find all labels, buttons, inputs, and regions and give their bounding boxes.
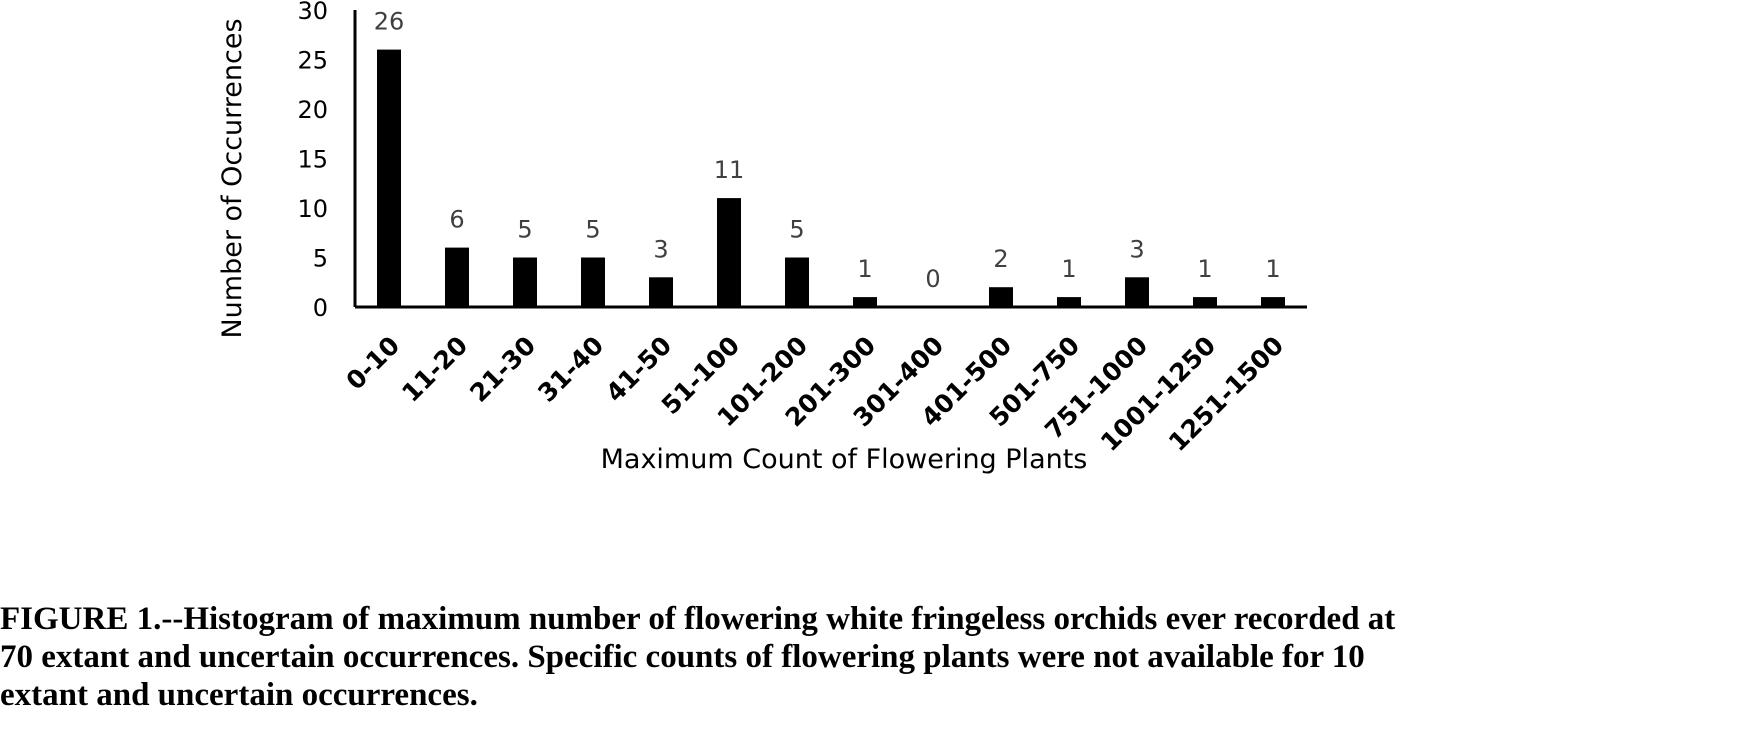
figure-caption: FIGURE 1.--Histogram of maximum number o…	[0, 600, 1752, 714]
y-tick-label: 15	[297, 146, 328, 174]
data-label: 3	[653, 235, 668, 263]
y-tick-label: 10	[297, 195, 328, 223]
y-tick-label: 0	[313, 294, 328, 322]
y-tick-label: 30	[297, 0, 328, 25]
bar	[377, 49, 401, 307]
data-label: 11	[714, 156, 745, 184]
y-axis-title: Number of Occurrences	[217, 18, 248, 338]
data-label: 1	[1061, 255, 1076, 283]
x-axis-title: Maximum Count of Flowering Plants	[601, 444, 1088, 475]
data-label: 2	[993, 245, 1008, 273]
bar	[649, 277, 673, 307]
bar	[581, 257, 605, 307]
caption-line-1: FIGURE 1.--Histogram of maximum number o…	[0, 601, 1396, 637]
data-label: 0	[925, 265, 940, 293]
bar	[1193, 297, 1217, 307]
bar	[717, 198, 741, 307]
data-label: 1	[857, 255, 872, 283]
x-tick-label: 31-40	[532, 331, 609, 408]
data-label: 5	[789, 216, 804, 244]
data-label: 5	[585, 216, 600, 244]
y-tick-label: 5	[313, 245, 328, 273]
y-tick-label: 25	[297, 47, 328, 75]
bar	[1125, 277, 1149, 307]
x-tick-label: 11-20	[396, 331, 473, 408]
bar	[513, 257, 537, 307]
data-label: 5	[517, 216, 532, 244]
bar	[989, 287, 1013, 307]
caption-line-3: extant and uncertain occurrences.	[0, 677, 478, 713]
y-tick-label: 20	[297, 96, 328, 124]
bar	[785, 257, 809, 307]
bar	[1261, 297, 1285, 307]
data-label: 3	[1129, 235, 1144, 263]
bar-series	[377, 49, 1285, 307]
x-axis-category-labels: 0-1011-2021-3031-4041-5051-100101-200201…	[340, 331, 1289, 457]
bar	[445, 247, 469, 307]
data-label: 1	[1197, 255, 1212, 283]
x-tick-label: 0-10	[340, 331, 405, 396]
caption-line-2: 70 extant and uncertain occurrences. Spe…	[0, 639, 1365, 675]
data-label: 1	[1265, 255, 1280, 283]
x-tick-label: 21-30	[464, 331, 541, 408]
bar	[853, 297, 877, 307]
data-label: 26	[374, 8, 405, 36]
data-label: 6	[449, 206, 464, 234]
y-axis-ticks: 0 5 10 15 20 25 30	[297, 0, 328, 322]
bar	[1057, 297, 1081, 307]
